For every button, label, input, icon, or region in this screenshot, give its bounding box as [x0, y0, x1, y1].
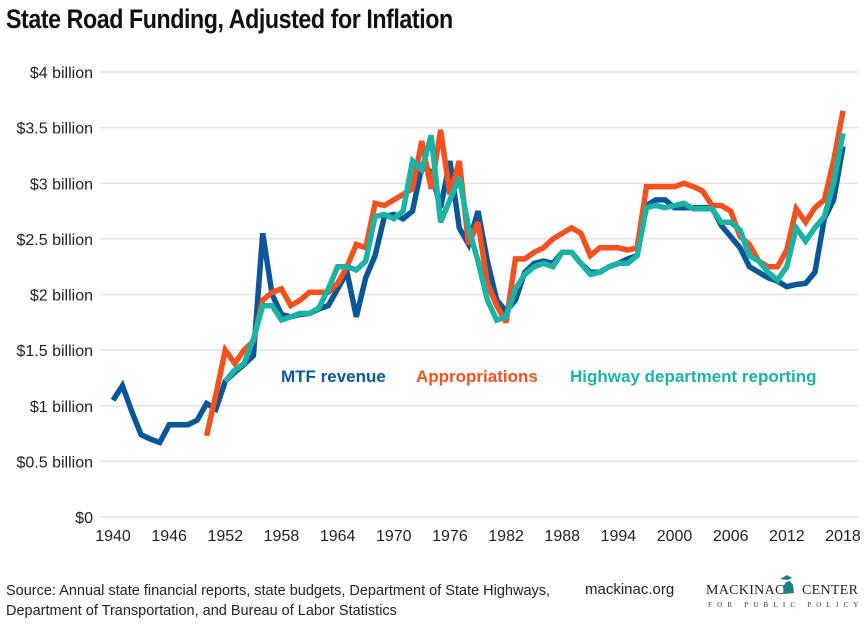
x-tick-label: 2006 — [713, 528, 749, 545]
mackinac-logo: MACKINAC CENTER FOR PUBLIC POLICY — [706, 573, 861, 613]
logo-text: MACKINAC CENTER — [706, 583, 859, 598]
chart-title: State Road Funding, Adjusted for Inflati… — [6, 4, 453, 34]
x-tick-label: 1970 — [376, 528, 412, 545]
x-tick-label: 2018 — [825, 528, 861, 545]
logo-subtext: FOR PUBLIC POLICY — [708, 601, 864, 609]
x-tick-label: 1940 — [95, 528, 131, 545]
series-line-highway-department-reporting — [223, 132, 846, 384]
site-url[interactable]: mackinac.org — [585, 581, 675, 598]
x-tick-label: 1964 — [320, 528, 356, 545]
x-tick-label: 2000 — [657, 528, 693, 545]
x-tick-label: 1976 — [432, 528, 468, 545]
legend-appropriations: Appropriations — [416, 367, 538, 386]
x-tick-label: 1952 — [208, 528, 244, 545]
x-tick-label: 1946 — [151, 528, 187, 545]
y-tick-label: $4 billion — [30, 65, 93, 82]
y-tick-label: $2 billion — [30, 288, 93, 305]
y-tick-label: $3 billion — [30, 176, 93, 193]
y-tick-label: $1 billion — [30, 399, 93, 416]
y-tick-label: $0 — [75, 510, 93, 527]
y-tick-label: $0.5 billion — [17, 454, 94, 471]
x-tick-label: 1994 — [601, 528, 637, 545]
y-tick-label: $2.5 billion — [17, 232, 94, 249]
x-tick-label: 1988 — [544, 528, 580, 545]
legend-mtf-revenue: MTF revenue — [281, 367, 386, 386]
michigan-icon — [780, 575, 794, 594]
source-note: Source: Annual state financial reports, … — [6, 583, 551, 619]
x-tick-label: 1982 — [488, 528, 524, 545]
x-tick-label: 2012 — [769, 528, 805, 545]
y-tick-label: $1.5 billion — [17, 343, 94, 360]
x-tick-label: 1958 — [264, 528, 300, 545]
y-tick-label: $3.5 billion — [17, 121, 94, 138]
legend-highway-department: Highway department reporting — [570, 367, 817, 386]
